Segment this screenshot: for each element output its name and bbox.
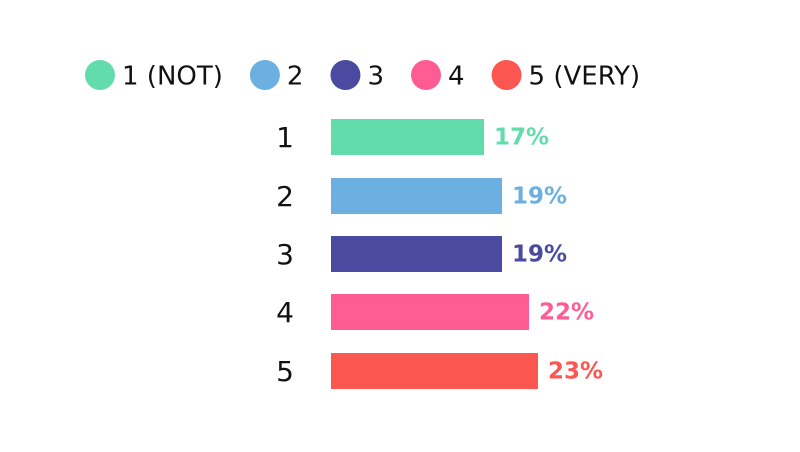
value-label: 19% bbox=[512, 184, 567, 210]
legend-label: 1 (NOT) bbox=[122, 62, 223, 92]
legend-swatch bbox=[330, 60, 361, 90]
value-label: 17% bbox=[494, 125, 549, 151]
legend-label: 4 bbox=[448, 62, 465, 92]
legend-label: 2 bbox=[287, 62, 304, 92]
bar bbox=[331, 294, 529, 330]
value-label: 19% bbox=[512, 242, 567, 268]
legend-label: 5 (VERY) bbox=[529, 62, 641, 92]
bar bbox=[331, 178, 502, 214]
legend-label: 3 bbox=[367, 62, 384, 92]
legend-swatch bbox=[85, 60, 115, 90]
bar bbox=[331, 353, 538, 389]
legend-swatch bbox=[249, 60, 280, 90]
category-label: 1 bbox=[276, 121, 294, 154]
bar bbox=[331, 119, 484, 155]
legend-swatch bbox=[491, 60, 522, 90]
bar bbox=[331, 236, 502, 272]
legend-swatch bbox=[410, 60, 441, 90]
value-label: 22% bbox=[539, 300, 594, 326]
category-label: 4 bbox=[276, 296, 294, 329]
value-label: 23% bbox=[548, 359, 603, 385]
category-label: 3 bbox=[276, 238, 294, 271]
category-label: 2 bbox=[276, 180, 294, 213]
category-label: 5 bbox=[276, 355, 294, 388]
